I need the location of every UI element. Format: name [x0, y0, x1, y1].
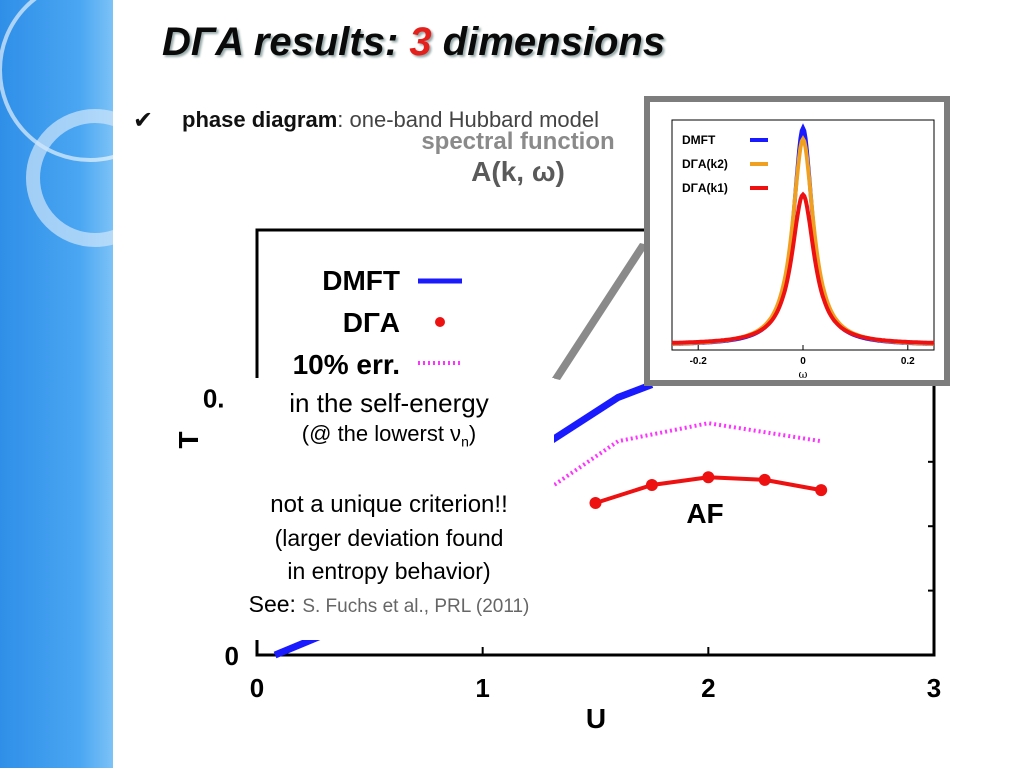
spectral-inset: -0.2 0 0.2 ω DMFT DΓA(k2) DΓA(k1): [644, 96, 950, 386]
callout-line1: in the self-energy: [289, 388, 489, 418]
callout-line2-sub: n: [461, 433, 469, 450]
spectral-label-line1: spectral function: [421, 128, 615, 155]
dga-point: [702, 471, 715, 484]
inset-series-dga-k1: [672, 191, 934, 345]
title-suffix: dimensions: [442, 20, 666, 64]
callout-ref: S. Fuchs et al., PRL (2011): [302, 596, 530, 618]
y-tick-label: 0: [225, 641, 239, 671]
inset-x-ticks: -0.2 0 0.2: [690, 345, 915, 367]
dga-point: [645, 479, 658, 491]
af-annotation: AF: [686, 498, 723, 529]
inset-frame: [671, 119, 935, 351]
bullet-bold: phase diagram: [182, 107, 338, 132]
inset-x-axis-label: ω: [799, 368, 808, 380]
inset-series-layer: [671, 123, 935, 346]
dga-point: [589, 497, 602, 510]
legend: DMFT DΓA 10% err.: [293, 265, 462, 380]
title-number: 3: [409, 20, 432, 64]
legend-swatch-dga: [435, 317, 445, 327]
spectral-label: spectral function A(k, ω): [400, 128, 636, 188]
x-axis-label: U: [586, 703, 606, 734]
x-tick-label: 3: [927, 673, 941, 703]
slide-sidebar: [0, 0, 182, 768]
x-tick-label: 1: [475, 673, 489, 703]
inset-connector: [552, 243, 648, 380]
inset-x-tick-label: -0.2: [690, 356, 708, 367]
bullet-rest: : one-band Hubbard model: [337, 107, 600, 132]
legend-label-err: 10% err.: [293, 349, 400, 380]
series-line-10-err-: [549, 421, 822, 490]
spectral-chart: -0.2 0 0.2 ω DMFT DΓA(k2) DΓA(k1): [671, 119, 935, 381]
inset-x-tick-label: 0.2: [901, 356, 915, 367]
bullet-phase-diagram: phase diagram: one-band Hubbard model: [182, 107, 599, 133]
callout-line5: in entropy behavior): [287, 558, 491, 585]
x-tick-label: 2: [701, 673, 715, 703]
inset-legend-k1: DΓA(k1): [682, 181, 728, 195]
callout-line2-end: ): [468, 421, 477, 446]
legend-label-dmft: DMFT: [322, 265, 400, 296]
inset-x-tick-label: 0: [800, 356, 806, 367]
callout-see: See:: [248, 591, 296, 618]
dga-point: [815, 484, 828, 497]
inset-legend: DMFT DΓA(k2) DΓA(k1): [682, 133, 768, 195]
callout-line2-text: (@ the lowerst ν: [301, 421, 462, 446]
dga-point: [758, 473, 771, 486]
y-axis-label: T: [173, 431, 204, 448]
x-tick-label: 0: [250, 673, 264, 703]
callout-box: in the self-energy (@ the lowerst νn) no…: [224, 378, 554, 640]
x-ticks: 0 1 2 3: [250, 647, 941, 703]
callout-line3: not a unique criterion!!: [270, 491, 508, 519]
title-prefix: DΓA results:: [162, 20, 399, 64]
spectral-label-line2: A(k, ω): [471, 156, 565, 187]
callout-line2: (@ the lowerst νn): [224, 421, 554, 449]
callout-reference: See: S. Fuchs et al., PRL (2011): [224, 591, 554, 618]
slide-title: DΓA results: 3 dimensions: [162, 20, 665, 65]
inset-legend-k2: DΓA(k2): [682, 157, 728, 171]
legend-label-dga: DΓA: [343, 307, 400, 338]
inset-legend-dmft: DMFT: [682, 133, 716, 147]
checkmark-icon: ✔: [133, 107, 154, 134]
callout-line4: (larger deviation found: [274, 525, 504, 552]
